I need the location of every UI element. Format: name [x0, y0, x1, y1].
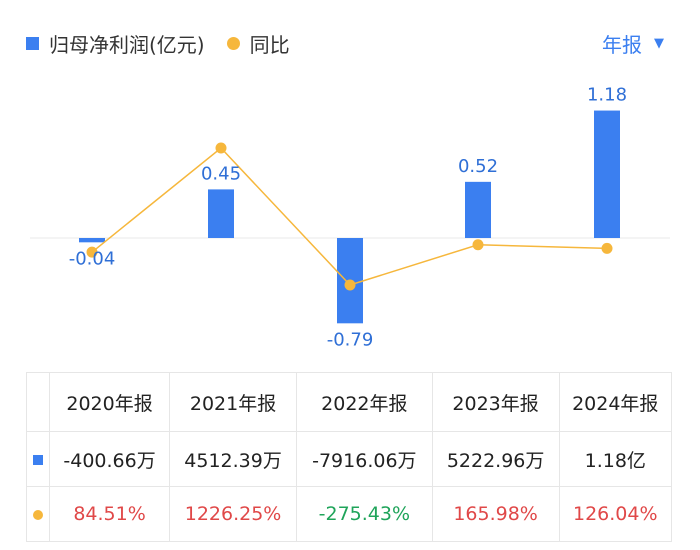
- data-table: 2020年报 2021年报 2022年报 2023年报 2024年报 -400.…: [26, 372, 673, 542]
- table-cell: 165.98%: [431, 486, 560, 542]
- table-header-cell: 2023年报: [431, 372, 560, 432]
- bar-2021年报: [208, 189, 234, 238]
- yoy-point-2020年报: [86, 246, 98, 258]
- bar-series-legend-label: 归母净利润(亿元): [49, 32, 205, 57]
- table-header-cell: 2020年报: [48, 372, 171, 432]
- bar-value-label: 1.18: [587, 85, 627, 106]
- line-series-legend-label: 同比: [249, 32, 290, 57]
- table-cell: 4512.39万: [169, 431, 297, 487]
- line-series-icon: [33, 510, 43, 520]
- table-cell: -7916.06万: [295, 431, 433, 487]
- table-header-row: 2020年报 2021年报 2022年报 2023年报 2024年报: [26, 372, 673, 432]
- yoy-point-2024年报: [601, 242, 613, 254]
- table-cell: -400.66万: [48, 431, 171, 487]
- table-cell: 5222.96万: [431, 431, 560, 487]
- table-row: -400.66万 4512.39万 -7916.06万 5222.96万 1.1…: [26, 431, 673, 487]
- caret-down-icon: ▼: [654, 35, 664, 51]
- table-cell: 126.04%: [558, 486, 673, 542]
- bar-2023年报: [465, 181, 491, 238]
- table-corner-cell: [26, 372, 50, 432]
- bar-value-label: 0.45: [201, 163, 241, 184]
- chart-legend: 归母净利润(亿元) 同比: [26, 28, 290, 58]
- yoy-point-2021年报: [215, 142, 227, 154]
- bar-2020年报: [79, 238, 105, 243]
- period-selector[interactable]: 年报 ▼: [602, 28, 664, 58]
- line-series-swatch: [226, 36, 240, 50]
- table-header-cell: 2022年报: [295, 372, 433, 432]
- table-row-icon-cell: [26, 486, 50, 542]
- bar-2024年报: [594, 110, 620, 238]
- table-cell: 1226.25%: [169, 486, 297, 542]
- table-header-cell: 2024年报: [558, 372, 673, 432]
- period-selector-label: 年报: [602, 32, 642, 57]
- bar-series-icon: [33, 455, 43, 465]
- yoy-point-2022年报: [344, 279, 356, 291]
- bar-value-label: 0.52: [458, 156, 498, 177]
- bar-series-swatch: [26, 36, 39, 50]
- table-header-cell: 2021年报: [169, 372, 297, 432]
- bar-value-label: -0.04: [69, 248, 116, 269]
- profit-chart: -0.04 0.45 -0.79 0.52 1.18: [30, 85, 670, 350]
- table-row: 84.51% 1226.25% -275.43% 165.98% 126.04%: [26, 486, 673, 542]
- table-row-icon-cell: [26, 431, 50, 487]
- table-cell: -275.43%: [295, 486, 433, 542]
- yoy-point-2023年报: [472, 239, 484, 251]
- table-cell: 84.51%: [48, 486, 171, 542]
- bar-value-label: -0.79: [327, 329, 374, 350]
- table-cell: 1.18亿: [558, 431, 673, 487]
